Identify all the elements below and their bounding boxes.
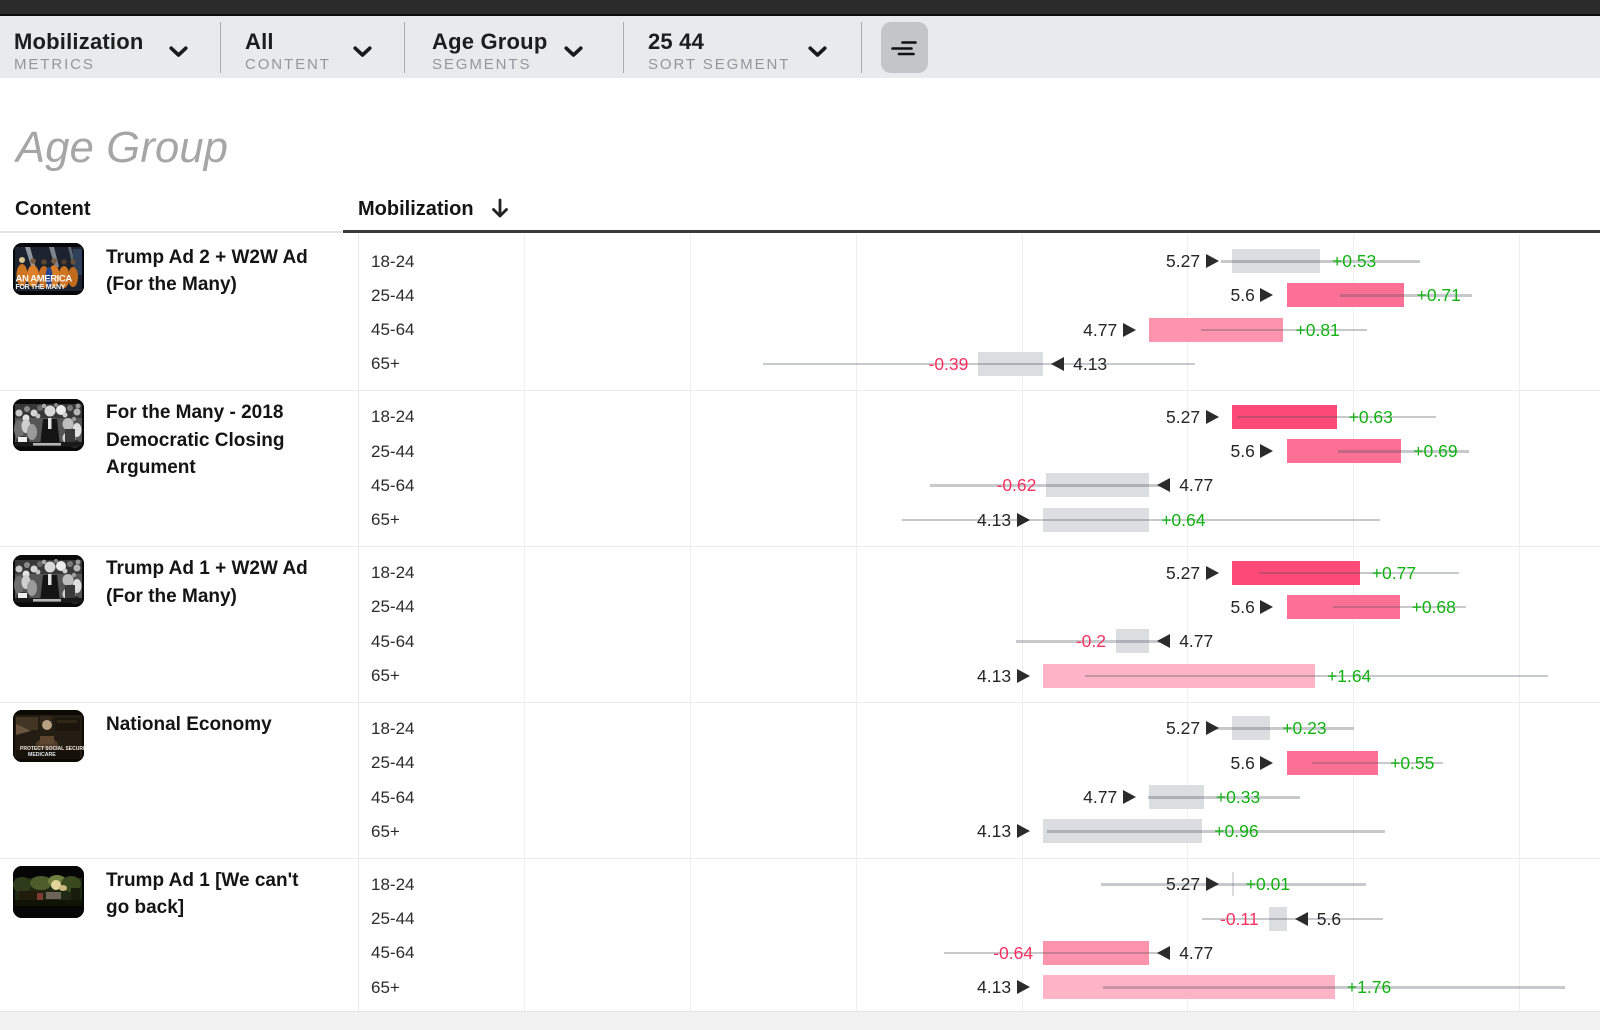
svg-text:MEDICARE: MEDICARE — [28, 752, 56, 758]
svg-text:FOR THE MANY: FOR THE MANY — [16, 284, 66, 291]
svg-text:PROTECT SOCIAL SECURITY AND: PROTECT SOCIAL SECURITY AND — [20, 746, 84, 752]
svg-text:AN AMERICA: AN AMERICA — [16, 274, 73, 285]
